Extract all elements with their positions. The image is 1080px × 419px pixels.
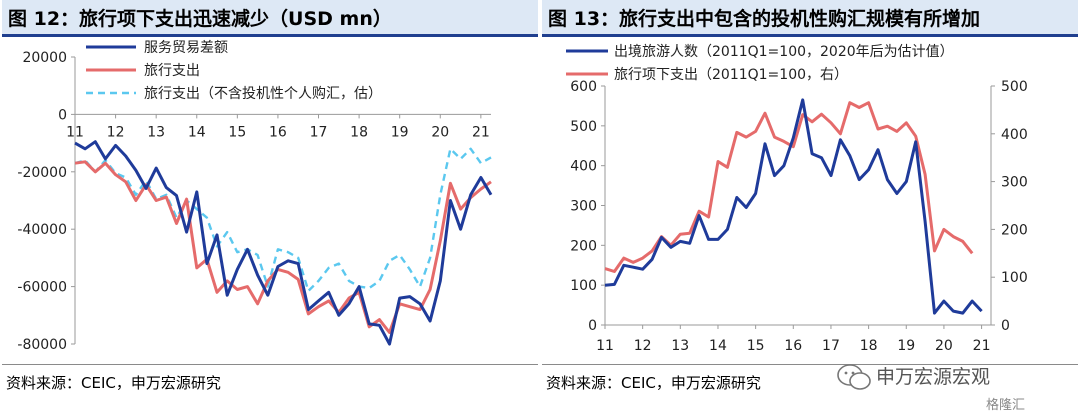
x-tick-label: 21 xyxy=(472,124,490,140)
x-tick-label: 17 xyxy=(310,124,328,140)
title-bar: 图 13：旅行支出中包含的投机性购汇规模有所增加 xyxy=(542,0,1078,34)
y-tick-label-left: 100 xyxy=(570,278,597,294)
series-line-1 xyxy=(74,140,493,346)
x-tick-label: 17 xyxy=(822,338,840,354)
title-underline xyxy=(542,34,1078,37)
x-tick-label: 13 xyxy=(147,124,165,140)
x-tick-label: 15 xyxy=(228,124,246,140)
x-tick-label: 20 xyxy=(935,338,953,354)
title-bar: 图 12：旅行项下支出迅速减少（USD mn） xyxy=(2,0,538,34)
y-tick-label-left: 300 xyxy=(570,199,597,215)
legend-label: 旅行项下支出（2011Q1=100，右） xyxy=(614,67,848,83)
x-tick-label: 14 xyxy=(188,124,206,140)
y-tick-label: 0 xyxy=(58,107,67,123)
chart-panel-left: 图 12：旅行项下支出迅速减少（USD mn） 20000 0 -20000 -400… xyxy=(2,0,538,392)
outbound-tourism-chart: 600 500 400 300 200 100 0 500 400 300 200 100 0 11 12 1… xyxy=(566,44,1028,354)
x-tick-label: 20 xyxy=(431,124,449,140)
x-tick-label: 18 xyxy=(860,338,878,354)
y-tick-label-left: 0 xyxy=(588,318,597,334)
y-tick-label: 20000 xyxy=(22,50,67,66)
chart-panel-right: 图 13：旅行支出中包含的投机性购汇规模有所增加 600 500 400 300 200… xyxy=(540,0,1080,419)
divider xyxy=(542,364,1078,365)
source-note: 资料来源：CEIC，申万宏源研究 xyxy=(546,374,761,392)
x-tick-label: 16 xyxy=(784,338,802,354)
y-tick-label-right: 100 xyxy=(1001,270,1028,286)
y-tick-label-left: 500 xyxy=(570,119,597,135)
x-tick-label: 15 xyxy=(747,338,765,354)
watermark-text: 申万宏源宏观 xyxy=(876,366,991,388)
travel-expenditure-chart: 20000 0 -20000 -40000 -60000 -80000 11 12 13 14 15… xyxy=(17,40,493,353)
wechat-icon xyxy=(837,364,871,390)
x-tick-label: 11 xyxy=(66,124,84,140)
x-tick-label: 14 xyxy=(709,338,727,354)
series-line-1 xyxy=(604,98,983,315)
y-tick-label-right: 400 xyxy=(1001,127,1028,143)
watermark: 申万宏源宏观 格隆汇 xyxy=(836,362,1080,419)
series-line-2 xyxy=(604,101,974,273)
divider xyxy=(2,364,538,365)
x-tick-label: 16 xyxy=(269,124,287,140)
y-tick-label: -80000 xyxy=(17,337,67,353)
legend-label: 出境旅游人数（2011Q1=100，2020年后为估计值） xyxy=(614,44,954,60)
y-tick-label-right: 500 xyxy=(1001,79,1028,95)
chart-title: 图 13：旅行支出中包含的投机性购汇规模有所增加 xyxy=(548,8,981,30)
y-tick-label-left: 600 xyxy=(570,79,597,95)
x-tick-label: 19 xyxy=(897,338,915,354)
x-tick-label: 12 xyxy=(634,338,652,354)
watermark-sub: 格隆汇 xyxy=(986,398,1026,413)
series-line-3 xyxy=(74,147,492,293)
source-note: 资料来源：CEIC，申万宏源研究 xyxy=(6,374,221,392)
x-tick-label: 19 xyxy=(391,124,409,140)
title-underline xyxy=(2,34,538,37)
y-tick-label: -40000 xyxy=(17,222,67,238)
x-tick-label: 21 xyxy=(973,338,991,354)
legend-label: 服务贸易差额 xyxy=(144,40,228,56)
y-tick-label: -60000 xyxy=(17,280,67,296)
x-tick-label: 11 xyxy=(596,338,614,354)
chart-title: 图 12：旅行项下支出迅速减少（USD mn） xyxy=(8,8,392,30)
y-tick-label-right: 300 xyxy=(1001,175,1028,191)
series-line-2 xyxy=(74,160,492,334)
x-tick-label: 12 xyxy=(107,124,125,140)
y-tick-label-right: 0 xyxy=(1001,318,1010,334)
legend-label: 旅行支出（不含投机性个人购汇，估） xyxy=(144,86,382,102)
y-tick-label-left: 400 xyxy=(570,159,597,175)
x-tick-label: 13 xyxy=(671,338,689,354)
x-tick-label: 18 xyxy=(350,124,368,140)
y-tick-label: -20000 xyxy=(17,165,67,181)
legend-label: 旅行支出 xyxy=(144,63,200,79)
y-tick-label-left: 200 xyxy=(570,238,597,254)
y-tick-label-right: 200 xyxy=(1001,222,1028,238)
